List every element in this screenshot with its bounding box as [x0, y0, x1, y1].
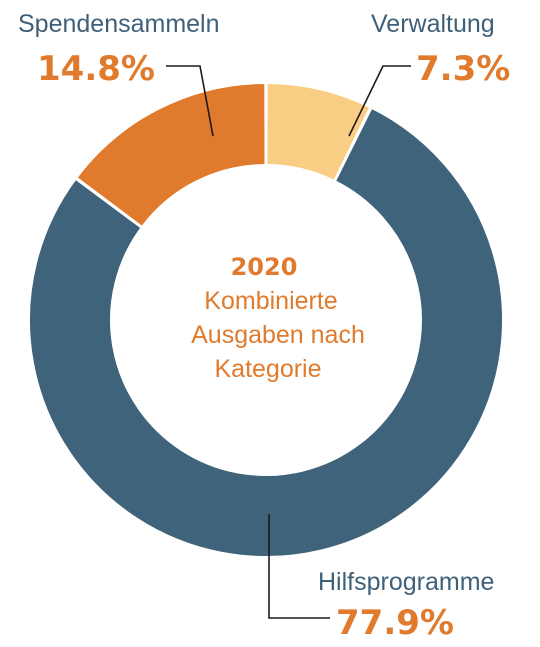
slice-spendensammeln — [75, 81, 267, 229]
label-verwaltung: Verwaltung — [371, 10, 495, 38]
center-line-2: Ausgaben nach — [191, 321, 365, 349]
label-spendensammeln: Spendensammeln — [18, 10, 220, 38]
label-hilfsprogramme: Hilfsprogramme — [318, 568, 494, 596]
center-line-3: Kategorie — [214, 355, 321, 383]
slice-hilfsprogramme — [28, 106, 504, 558]
value-label-verwaltung: 7.3% — [416, 49, 510, 89]
slice-verwaltung — [265, 81, 372, 183]
leader-line-hilfsprogramme — [268, 514, 330, 619]
value-label-hilfsprogramme: 77.9% — [336, 603, 454, 643]
value-label-spendensammeln: 14.8% — [37, 49, 155, 89]
center-year: 2020 — [231, 253, 298, 281]
leader-line-spendensammeln — [166, 65, 214, 137]
leader-line-verwaltung — [348, 65, 411, 137]
donut-slices — [28, 81, 504, 558]
center-line-1: Kombinierte — [204, 287, 337, 315]
